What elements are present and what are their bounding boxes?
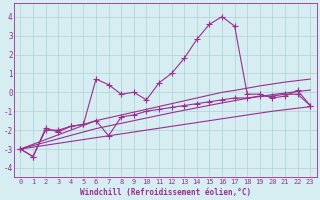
- X-axis label: Windchill (Refroidissement éolien,°C): Windchill (Refroidissement éolien,°C): [80, 188, 251, 197]
